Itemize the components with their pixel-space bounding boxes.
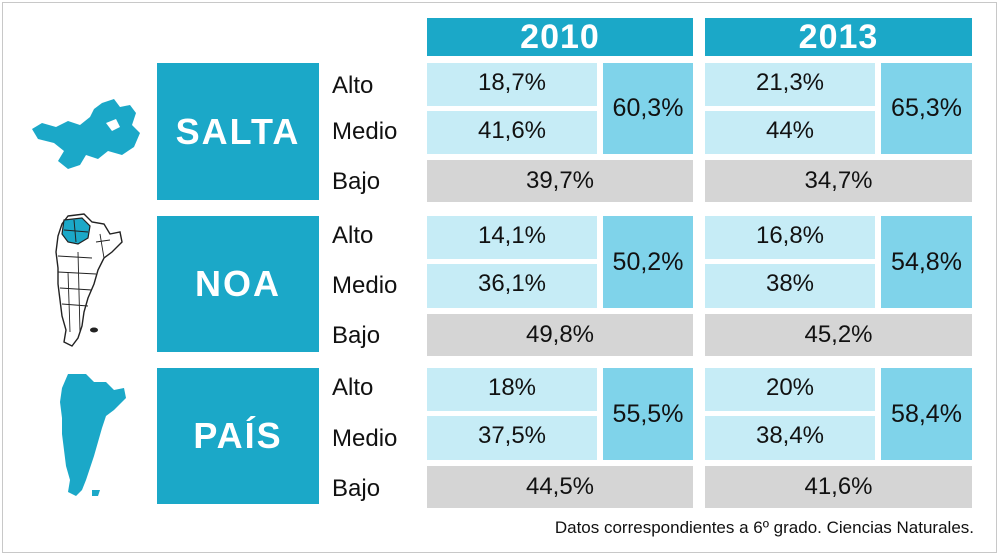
noa-2013-bajo-cell: 45,2% (705, 314, 972, 356)
salta-map-icon (32, 99, 140, 169)
pais-2010-bajo-cell: 44,5% (427, 466, 693, 508)
year-header-2010: 2010 (427, 18, 693, 56)
level-label-medio: Medio (332, 425, 398, 452)
level-label-alto: Alto (332, 222, 374, 249)
salta-2010-bajo-cell: 39,7% (427, 160, 693, 202)
salta-2013-alto-medio-cell: 65,3% (881, 63, 972, 154)
pais-2013-alto-medio-cell: 58,4% (881, 368, 972, 460)
level-label-medio: Medio (332, 118, 398, 145)
region-label-noa: NOA (157, 216, 319, 352)
level-label-alto: Alto (332, 72, 374, 99)
level-label-alto: Alto (332, 374, 374, 401)
level-label-bajo: Bajo (332, 475, 381, 502)
noa-2010-bajo-cell: 49,8% (427, 314, 693, 356)
level-label-bajo: Bajo (332, 322, 381, 349)
region-label-salta: SALTA (157, 63, 319, 200)
pais-2010-alto-medio-cell: 55,5% (603, 368, 693, 460)
salta-2010-alto-medio-cell: 60,3% (603, 63, 693, 154)
region-label-pais: PAÍS (157, 368, 319, 504)
noa-2013-medio-cell: 38% (705, 264, 875, 308)
pais-2010-medio-cell: 37,5% (427, 416, 597, 460)
argentina-map-icon (60, 374, 126, 496)
year-header-2013: 2013 (705, 18, 972, 56)
noa-2010-alto-medio-cell: 50,2% (603, 216, 693, 308)
noa-2010-alto-cell: 14,1% (427, 216, 597, 259)
noa-2010-medio-cell: 36,1% (427, 264, 597, 308)
pais-2013-bajo-cell: 41,6% (705, 466, 972, 508)
pais-2013-alto-cell: 20% (705, 368, 875, 411)
salta-2010-medio-cell: 41,6% (427, 111, 597, 154)
salta-2013-medio-cell: 44% (705, 111, 875, 154)
salta-2013-alto-cell: 21,3% (705, 63, 875, 106)
pais-2010-alto-cell: 18% (427, 368, 597, 411)
argentina-provinces-map-icon (55, 213, 123, 347)
salta-2013-bajo-cell: 34,7% (705, 160, 972, 202)
noa-2013-alto-medio-cell: 54,8% (881, 216, 972, 308)
footnote: Datos correspondientes a 6º grado. Cienc… (554, 518, 974, 537)
pais-2013-medio-cell: 38,4% (705, 416, 875, 460)
noa-2013-alto-cell: 16,8% (705, 216, 875, 259)
level-label-medio: Medio (332, 272, 398, 299)
level-label-bajo: Bajo (332, 168, 381, 195)
salta-2010-alto-cell: 18,7% (427, 63, 597, 106)
